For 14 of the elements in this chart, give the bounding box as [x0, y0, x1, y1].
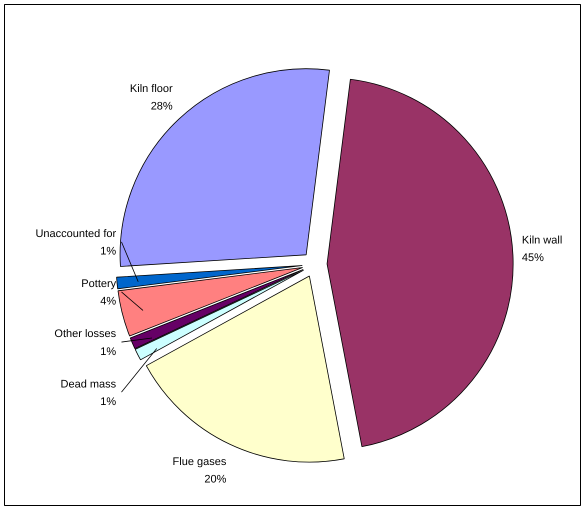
slice-label: Kiln floor	[130, 82, 174, 95]
slice-label: Pottery	[81, 278, 117, 290]
data-label: 1%	[100, 246, 116, 258]
slice-label: Dead mass	[60, 378, 117, 390]
slice-label: Other losses	[54, 328, 117, 340]
data-label: 1%	[100, 346, 116, 358]
data-label: 4%	[100, 296, 116, 308]
data-label: 28%	[150, 100, 173, 112]
data-label: 20%	[204, 474, 227, 486]
data-label: 45%	[522, 252, 544, 264]
slice-label: Kiln wall	[522, 234, 562, 246]
slice-label: Flue gases	[172, 456, 227, 468]
data-label: 1%	[100, 396, 116, 408]
slice-label: Unaccounted for	[35, 228, 116, 240]
